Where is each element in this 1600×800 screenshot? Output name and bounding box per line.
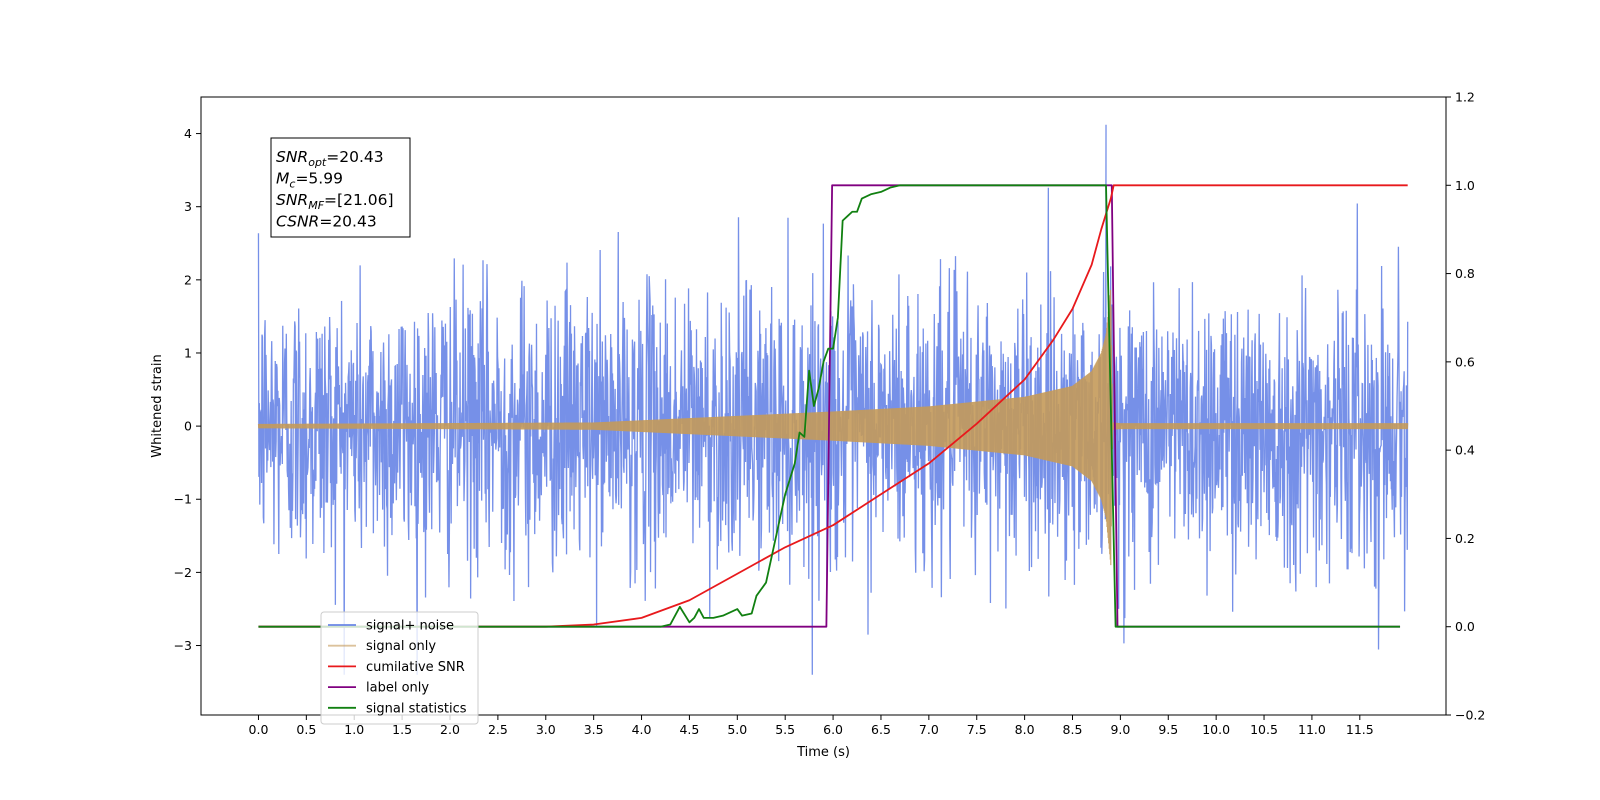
y-right-tick-label: 0.0 (1455, 619, 1475, 634)
x-tick-label: 7.0 (919, 722, 939, 737)
x-tick-label: 7.5 (967, 722, 987, 737)
x-tick-label: 9.0 (1110, 722, 1130, 737)
x-tick-label: 3.0 (536, 722, 556, 737)
annotation-symbol: SNR (276, 148, 308, 166)
annotation-line: SNRopt=20.43 (276, 148, 384, 169)
y-left-tick-label: 1 (184, 345, 192, 360)
x-tick-label: 9.5 (1158, 722, 1178, 737)
annotation-symbol: M (276, 170, 289, 188)
series-cumulative-snr (258, 184, 1408, 628)
x-tick-label: 11.5 (1346, 722, 1374, 737)
y-left-tick-label: −2 (174, 565, 192, 580)
y-right-tick-label: −0.2 (1455, 708, 1485, 723)
y-right-tick-label: 0.6 (1455, 354, 1475, 369)
x-tick-label: 6.5 (871, 722, 891, 737)
annotation-subscript: opt (308, 156, 327, 169)
annotation-value: =20.43 (326, 148, 383, 166)
annotation-line: CSNR=20.43 (276, 213, 377, 231)
x-tick-label: 5.0 (727, 722, 747, 737)
x-tick-label: 6.0 (823, 722, 843, 737)
legend-entry: signal statistics (366, 701, 467, 716)
y-left-tick-label: 4 (184, 126, 192, 141)
legend-frame (320, 611, 479, 725)
y-left-tick-label: 2 (184, 272, 192, 287)
annotation-value: =5.99 (295, 170, 343, 188)
x-tick-label: 10.0 (1202, 722, 1230, 737)
y-left-tick-label: 0 (184, 419, 192, 434)
axes-frame (200, 96, 1447, 716)
series-signal-only (257, 289, 1409, 566)
legend-entry: cumilative SNR (366, 660, 465, 675)
y-axis-label: Whitened strain (150, 354, 165, 457)
y-right-tick-label: 0.4 (1455, 443, 1475, 458)
annotation-symbol: CSNR (276, 213, 319, 231)
series-signal-noise (257, 124, 1409, 675)
x-tick-label: 3.5 (584, 722, 604, 737)
x-tick-label: 5.5 (775, 722, 795, 737)
annotation-frame (270, 137, 411, 238)
y-right-tick-label: 0.8 (1455, 266, 1475, 281)
plot-area (257, 124, 1409, 675)
y-right-tick-label: 1.2 (1455, 90, 1475, 105)
y-left-tick-label: −3 (174, 638, 192, 653)
x-tick-label: 0.5 (296, 722, 316, 737)
stats-annotation-box: SNRopt=20.43Mc=5.99SNRMF=[21.06]CSNR=20.… (270, 137, 411, 238)
legend-entry: signal only (366, 639, 436, 654)
x-tick-label: 1.0 (344, 722, 364, 737)
x-tick-label: 11.0 (1298, 722, 1326, 737)
x-tick-label: 8.5 (1063, 722, 1083, 737)
series-signal-statistics (258, 184, 1401, 628)
x-tick-label: 1.5 (392, 722, 412, 737)
y-left-tick-label: 3 (184, 199, 192, 214)
x-axis-label: Time (s) (796, 745, 850, 760)
x-tick-label: 2.0 (440, 722, 460, 737)
x-tick-label: 0.0 (249, 722, 269, 737)
annotation-line: SNRMF=[21.06] (276, 191, 394, 212)
x-tick-label: 4.5 (679, 722, 699, 737)
y-right-tick-label: 0.2 (1455, 531, 1475, 546)
annotation-value: =[21.06] (324, 191, 393, 209)
legend: signal+ noise signal only cumilative SNR la… (320, 611, 479, 725)
annotation-subscript: c (289, 178, 295, 191)
x-tick-label: 4.0 (632, 722, 652, 737)
x-tick-label: 2.5 (488, 722, 508, 737)
x-tick-label: 8.0 (1015, 722, 1035, 737)
annotation-value: =20.43 (319, 213, 376, 231)
annotation-symbol: SNR (276, 191, 308, 209)
annotation-subscript: MF (308, 199, 324, 212)
y-right-tick-label: 1.0 (1455, 178, 1475, 193)
y-left-tick-label: −1 (174, 492, 192, 507)
annotation-line: Mc=5.99 (276, 170, 343, 191)
legend-entry: label only (366, 681, 429, 696)
axes: 0.0 0.5 1.0 1.5 2.0 2.5 3.0 3.5 4.0 4.5 5.0 5.5 6.0 6… (150, 90, 1485, 761)
legend-entry: signal+ noise (366, 619, 454, 634)
x-tick-label: 10.5 (1250, 722, 1278, 737)
